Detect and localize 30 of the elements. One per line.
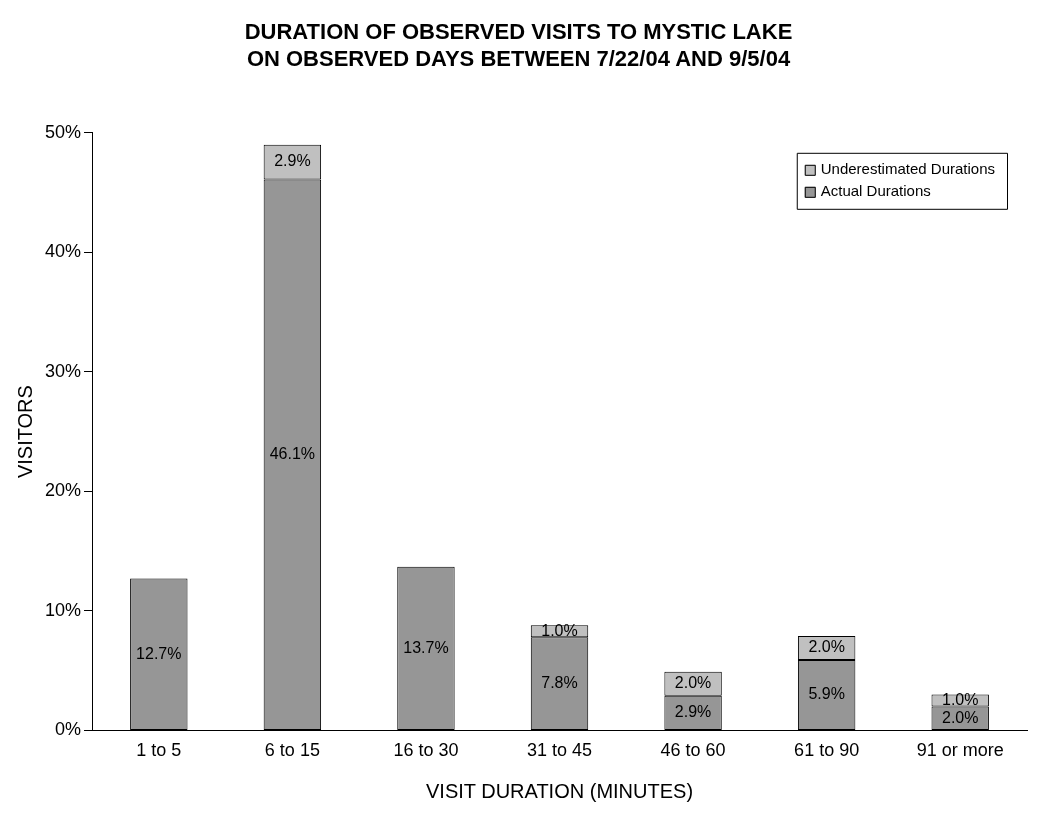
y-tick-label: 10% [45, 599, 82, 620]
data-label: 2.0% [941, 708, 979, 726]
data-label: 1.0% [941, 690, 979, 708]
data-label: 2.9% [274, 152, 311, 170]
data-label: 7.8% [541, 673, 578, 691]
y-tick-label: 20% [45, 480, 82, 501]
data-label: 2.0% [808, 638, 845, 656]
x-tick-label: 31 to 45 [526, 740, 593, 761]
data-label: 2.9% [674, 703, 712, 721]
x-tick-label: 91 or more [916, 740, 1004, 761]
x-tick-label: 16 to 30 [393, 740, 459, 761]
x-tick-label: 46 to 60 [660, 740, 726, 761]
y-tick-label: 0% [55, 719, 82, 740]
y-tick-label: 40% [45, 241, 82, 262]
x-tick-label: 6 to 15 [264, 740, 320, 761]
y-tick-label: 30% [45, 360, 82, 381]
x-tick-label: 61 to 90 [794, 740, 860, 761]
data-label: 12.7% [136, 644, 182, 662]
data-label: 1.0% [541, 621, 578, 639]
x-tick-label: 1 to 5 [136, 740, 182, 761]
legend-label: Underestimated Durations [820, 159, 996, 177]
y-tick-label: 50% [45, 121, 82, 142]
legend-label: Actual Durations [820, 181, 931, 199]
data-label: 46.1% [269, 445, 316, 463]
data-label: 5.9% [808, 685, 845, 703]
chart-title: DURATION OF OBSERVED VISITS TO MYSTIC LAKE ON OBSERVED DAYS BETWEEN 7/22/04 AND 9/5/04 [244, 19, 793, 71]
x-axis-title: VISIT DURATION (MINUTES) [425, 779, 694, 802]
data-label: 2.0% [674, 674, 712, 692]
data-label: 13.7% [403, 638, 449, 656]
y-axis-title: VISITORS [13, 385, 36, 479]
